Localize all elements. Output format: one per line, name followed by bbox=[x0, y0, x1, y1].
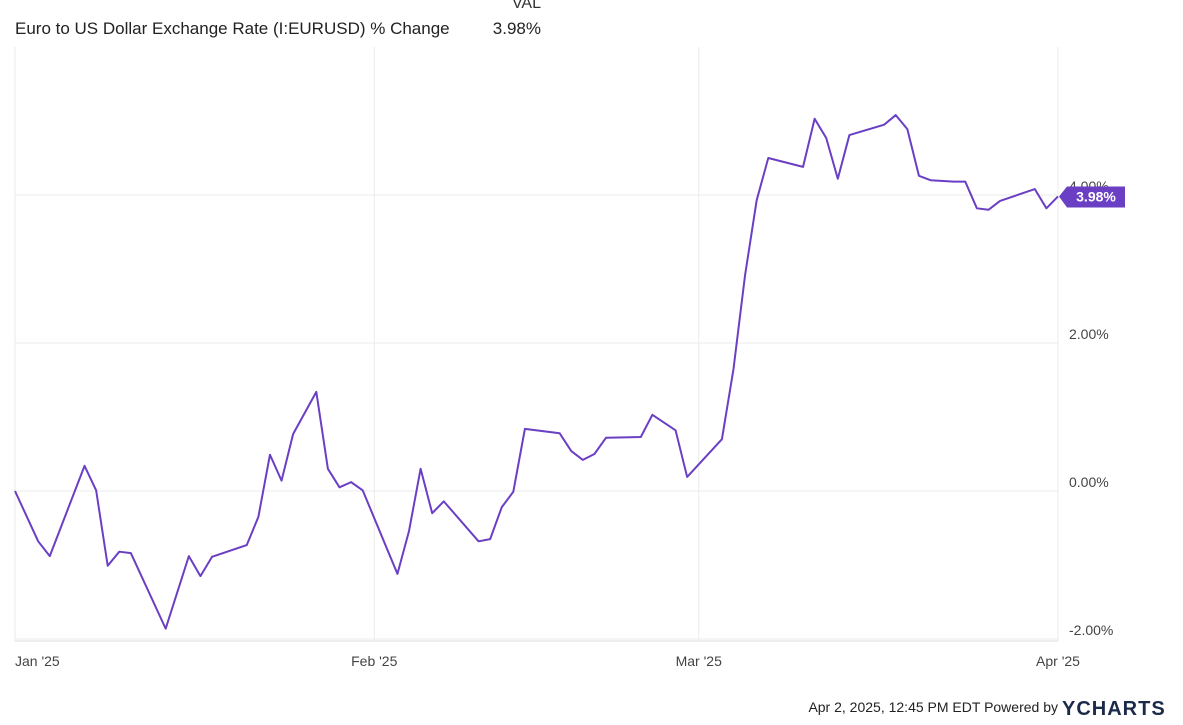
value-badge bbox=[1059, 186, 1125, 208]
y-tick-label: -2.00% bbox=[1069, 622, 1113, 638]
timestamp: Apr 2, 2025, 12:45 PM EDT bbox=[808, 699, 980, 715]
x-tick-label: Feb '25 bbox=[351, 653, 397, 669]
brand-logo: YCHARTS bbox=[1062, 698, 1166, 720]
grid bbox=[14, 47, 1059, 642]
footer-timestamp: Apr 2, 2025, 12:45 PM EDT Powered by bbox=[808, 699, 1058, 715]
legend-value: 3.98% bbox=[493, 19, 541, 38]
x-tick-label: Jan '25 bbox=[15, 653, 60, 669]
x-tick-label: Apr '25 bbox=[1036, 653, 1080, 669]
line-series bbox=[14, 114, 1059, 630]
value-label: 3.98% bbox=[1076, 188, 1116, 204]
x-tick-label: Mar '25 bbox=[676, 653, 722, 669]
legend-entry: Euro to US Dollar Exchange Rate (I:EURUS… bbox=[15, 19, 450, 38]
y-tick-label: 0.00% bbox=[1069, 474, 1109, 490]
legend-header: VAL bbox=[512, 0, 541, 12]
y-tick-label: 2.00% bbox=[1069, 326, 1109, 342]
powered-by: Powered by bbox=[984, 699, 1058, 715]
